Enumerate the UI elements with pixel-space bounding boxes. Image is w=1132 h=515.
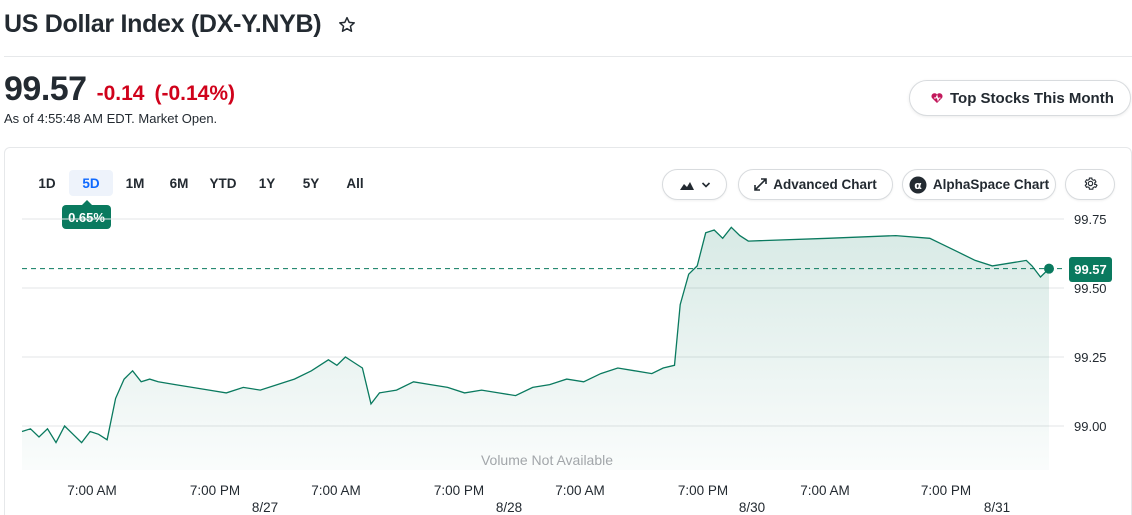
volume-not-available: Volume Not Available: [481, 452, 613, 468]
expand-arrows-icon: [754, 178, 768, 191]
header-divider: [4, 56, 1132, 57]
title-row: US Dollar Index (DX-Y.NYB): [4, 10, 357, 39]
x-time-label: 7:00 PM: [678, 483, 728, 498]
range-1y[interactable]: 1Y: [258, 175, 276, 191]
x-axis-labels: 7:00 AM 7:00 PM 7:00 AM 7:00 PM 7:00 AM 7:00 …: [67, 483, 1010, 515]
last-price: 99.57: [4, 70, 87, 108]
x-date-label: 8/31: [984, 500, 1010, 515]
x-date-label: 8/27: [252, 500, 278, 515]
chevron-down-icon: [701, 177, 711, 192]
quote-row: 99.57 -0.14 (-0.14%): [4, 70, 235, 109]
range-change-badge: 0.65%: [62, 200, 111, 229]
x-date-label: 8/28: [496, 500, 522, 515]
last-price-dot: [1044, 263, 1054, 274]
page-title: US Dollar Index (DX-Y.NYB): [4, 10, 322, 38]
star-outline-icon[interactable]: [337, 15, 357, 35]
price-line: [21, 226, 1050, 444]
y-tick-label: 99.25: [1074, 350, 1107, 365]
alphaspace-chart-button[interactable]: α AlphaSpace Chart: [902, 169, 1056, 200]
chart-type-button[interactable]: [662, 169, 727, 200]
x-date-label: 8/30: [739, 500, 765, 515]
price-change: -0.14: [96, 82, 145, 105]
x-time-label: 7:00 AM: [800, 483, 850, 498]
last-price-tag: 99.57: [1069, 257, 1112, 282]
alpha-logo-icon: α: [909, 176, 927, 194]
heart-spark-icon: [930, 91, 944, 105]
range-selector: 1D 5D 1M 6M YTD 1Y 5Y All: [25, 170, 377, 196]
top-stocks-label: Top Stocks This Month: [950, 89, 1114, 107]
range-ytd[interactable]: YTD: [209, 175, 237, 191]
range-all[interactable]: All: [346, 175, 364, 191]
advanced-chart-button[interactable]: Advanced Chart: [738, 169, 893, 200]
range-1d[interactable]: 1D: [38, 175, 56, 191]
range-5y[interactable]: 5Y: [302, 175, 320, 191]
mountain-chart-icon: [679, 179, 695, 191]
x-time-label: 7:00 PM: [921, 483, 971, 498]
x-time-label: 7:00 AM: [67, 483, 117, 498]
x-time-label: 7:00 PM: [434, 483, 484, 498]
gear-icon: [1083, 176, 1098, 194]
x-time-label: 7:00 AM: [311, 483, 361, 498]
price-area: [22, 227, 1049, 470]
range-6m[interactable]: 6M: [169, 175, 189, 191]
x-time-label: 7:00 PM: [190, 483, 240, 498]
x-time-label: 7:00 AM: [555, 483, 605, 498]
range-1m[interactable]: 1M: [125, 175, 145, 191]
range-5d[interactable]: 5D: [69, 170, 113, 196]
quote-timestamp: As of 4:55:48 AM EDT. Market Open.: [4, 111, 218, 126]
svg-text:α: α: [914, 179, 922, 192]
top-stocks-button[interactable]: Top Stocks This Month: [909, 80, 1131, 116]
chart-settings-button[interactable]: [1065, 169, 1115, 200]
y-tick-label: 99.75: [1074, 212, 1107, 227]
y-tick-label: 99.00: [1074, 419, 1107, 434]
y-tick-label: 99.50: [1074, 281, 1107, 296]
price-change-percent: (-0.14%): [154, 82, 235, 105]
advanced-chart-label: Advanced Chart: [773, 177, 877, 192]
y-axis-labels: 99.75 99.50 99.25 99.00: [1074, 212, 1107, 434]
alphaspace-chart-label: AlphaSpace Chart: [932, 177, 1050, 192]
